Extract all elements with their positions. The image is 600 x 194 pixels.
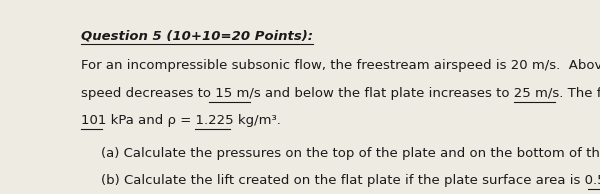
Text: (a) Calculate the pressures on the top of the plate and on the bottom of the pla: (a) Calculate the pressures on the top o… (101, 146, 600, 159)
Text: For an incompressible subsonic flow, the freestream airspeed is 20 m/s.  Above a: For an incompressible subsonic flow, the… (80, 59, 600, 72)
Text: speed decreases to 15 m/s and below the flat plate increases to 25 m/s. The free: speed decreases to 15 m/s and below the … (80, 87, 600, 100)
Text: 101 kPa and ρ = 1.225 kg/m³.: 101 kPa and ρ = 1.225 kg/m³. (80, 114, 280, 127)
Text: (b) Calculate the lift created on the flat plate if the plate surface area is 0.: (b) Calculate the lift created on the fl… (101, 174, 600, 187)
Text: Question 5 (10+10=20 Points):: Question 5 (10+10=20 Points): (80, 29, 313, 42)
